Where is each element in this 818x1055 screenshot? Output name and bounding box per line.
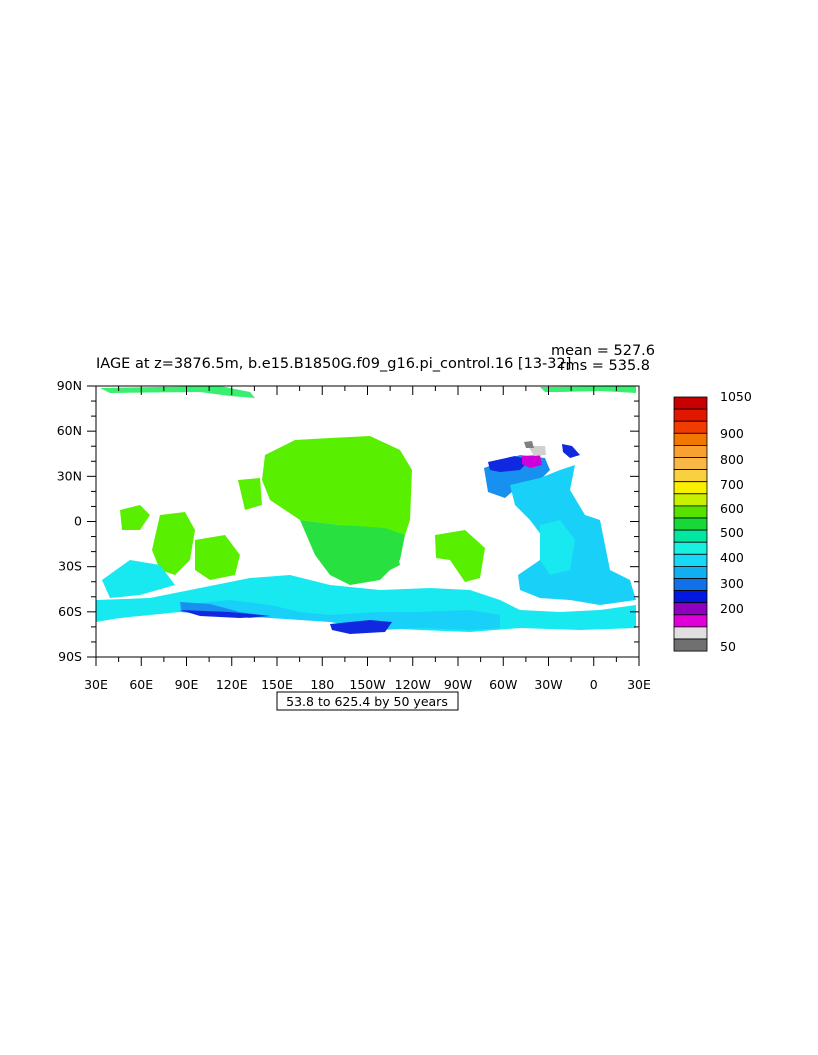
labrador-very-young: [522, 455, 542, 468]
southern-ocean-deeper: [180, 600, 500, 630]
arctic-strip-west: [100, 386, 255, 398]
lon-tick-label: 30E: [627, 677, 651, 692]
north-pacific-region: [262, 436, 412, 535]
contour-interval-text: 53.8 to 625.4 by 50 years: [286, 694, 448, 709]
youngest-ross-patch: [330, 620, 392, 634]
colorbar-swatch: [673, 469, 708, 483]
colorbar-label: 400: [720, 550, 744, 565]
colorbar-label: 200: [720, 601, 744, 616]
colorbar-label: 600: [720, 501, 744, 516]
colorbar-swatch: [673, 614, 708, 628]
colorbar-label: 500: [720, 525, 744, 540]
colorbar-swatch: [673, 529, 708, 543]
colorbar: [673, 396, 708, 652]
rms-stat: rms = 535.8: [560, 358, 650, 374]
colorbar-label: 800: [720, 452, 744, 467]
atlantic-west-basin: [540, 520, 575, 575]
youngest-antarctic-patch: [180, 610, 270, 618]
colorbar-label: 50: [720, 639, 736, 654]
lon-tick-label: 120E: [216, 677, 248, 692]
atlantic-main-basin: [510, 465, 636, 605]
lat-tick-label: 90N: [57, 378, 82, 393]
colorbar-swatch: [673, 566, 708, 579]
lat-tick-label: 90S: [58, 649, 82, 664]
colorbar-swatch: [673, 408, 708, 422]
colorbar-swatch: [673, 626, 708, 640]
lon-tick-label: 90W: [444, 677, 472, 692]
central-pacific-deep: [340, 538, 400, 575]
east-pacific-green: [435, 530, 485, 582]
mean-stat: mean = 527.6: [551, 343, 655, 359]
colorbar-swatch: [673, 517, 708, 531]
colorbar-label: 900: [720, 426, 744, 441]
bay-patch: [238, 478, 262, 510]
colorbar-swatch: [673, 432, 708, 446]
nordic-dark-gray: [524, 441, 534, 448]
plot-title: IAGE at z=3876.5m, b.e15.B1850G.f09_g16.…: [96, 356, 571, 372]
colorbar-label: 1050: [720, 389, 752, 404]
lon-tick-label: 120W: [395, 677, 431, 692]
latitude-labels: 90N 60N 30N 0 30S 60S 90S: [57, 378, 82, 664]
nordic-gray: [528, 446, 546, 456]
colorbar-swatch: [673, 602, 708, 616]
arabian-patch: [120, 505, 150, 530]
colorbar-swatch: [673, 396, 708, 410]
southern-ocean-band: [96, 575, 636, 632]
longitude-labels: 30E 60E 90E 120E 150E 180 150W 120W 90W 60W 30W 0 30…: [84, 677, 651, 692]
colorbar-label: 300: [720, 576, 744, 591]
lon-tick-label: 90E: [175, 677, 199, 692]
lat-tick-label: 30N: [57, 468, 82, 483]
colorbar-swatch: [673, 481, 708, 495]
indian-teal: [102, 560, 175, 598]
colorbar-swatch: [673, 505, 708, 519]
colorbar-swatch: [673, 553, 708, 567]
arctic-strip-east: [540, 386, 636, 393]
colorbar-swatch: [673, 420, 708, 434]
atlantic-east-young: [562, 444, 580, 458]
colorbar-swatch: [673, 578, 708, 592]
lon-tick-label: 180: [310, 677, 334, 692]
colorbar-label: 700: [720, 477, 744, 492]
lon-tick-label: 60W: [489, 677, 517, 692]
lat-tick-label: 60N: [57, 423, 82, 438]
lon-tick-label: 150W: [349, 677, 385, 692]
colorbar-swatch: [673, 590, 708, 604]
colorbar-swatch: [673, 541, 708, 555]
lon-tick-label: 0: [590, 677, 598, 692]
map-field: [96, 386, 639, 657]
colorbar-swatch: [673, 493, 708, 507]
lat-tick-label: 30S: [58, 559, 82, 574]
labrador-youngest: [488, 456, 530, 472]
lon-tick-label: 30W: [534, 677, 562, 692]
lat-tick-label: 60S: [58, 604, 82, 619]
indian-ocean-south: [195, 535, 240, 580]
indian-ocean-north: [152, 512, 195, 575]
lon-tick-label: 60E: [129, 677, 153, 692]
colorbar-labels: 1050 900 800 700 600 500 400 300 200 50: [720, 389, 752, 654]
colorbar-swatch: [673, 444, 708, 458]
axis-ticks: [87, 385, 640, 666]
colorbar-swatch: [673, 457, 708, 471]
lon-tick-label: 150E: [261, 677, 293, 692]
colorbar-swatch: [673, 638, 708, 652]
contour-interval-box: [276, 691, 459, 711]
lon-tick-label: 30E: [84, 677, 108, 692]
lat-tick-label: 0: [74, 514, 82, 529]
